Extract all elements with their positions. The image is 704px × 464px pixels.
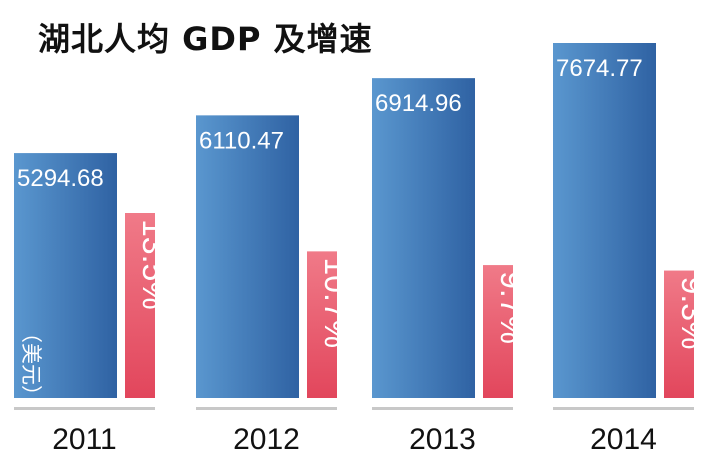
year-label-2011: 2011 bbox=[52, 423, 117, 456]
gdp-bar-2012 bbox=[196, 115, 299, 398]
rate-bar-2013 bbox=[483, 265, 513, 398]
gdp-bar-2013 bbox=[372, 78, 475, 399]
year-label-2014: 2014 bbox=[590, 423, 657, 456]
baseline-2013 bbox=[372, 407, 513, 410]
baseline-2012 bbox=[196, 407, 337, 410]
rate-value-label-2014: 9.3% bbox=[675, 277, 704, 350]
rate-bar-2014 bbox=[664, 270, 694, 398]
gdp-value-label-2013: 6914.96 bbox=[375, 90, 462, 117]
gdp-bar-2014 bbox=[553, 43, 656, 398]
year-label-2012: 2012 bbox=[233, 423, 300, 456]
year-label-2013: 2013 bbox=[409, 423, 476, 456]
rate-value-label-2013: 9.7% bbox=[494, 271, 530, 344]
rate-value-label-2011: 13.5% bbox=[136, 219, 172, 310]
gdp-bar-2011 bbox=[14, 153, 117, 398]
baseline-2011 bbox=[14, 407, 155, 410]
rate-bar-2011 bbox=[125, 213, 155, 398]
gdp-value-label-2011: 5294.68 bbox=[17, 165, 104, 192]
rate-value-label-2012: 10.7% bbox=[318, 257, 354, 348]
chart-title: 湖北人均 GDP 及增速 bbox=[38, 20, 373, 58]
rate-bar-2012 bbox=[307, 251, 337, 398]
baseline-2014 bbox=[553, 407, 694, 410]
unit-label: （美元） bbox=[19, 322, 43, 406]
gdp-value-label-2014: 7674.77 bbox=[556, 55, 643, 82]
gdp-value-label-2012: 6110.47 bbox=[199, 127, 284, 154]
